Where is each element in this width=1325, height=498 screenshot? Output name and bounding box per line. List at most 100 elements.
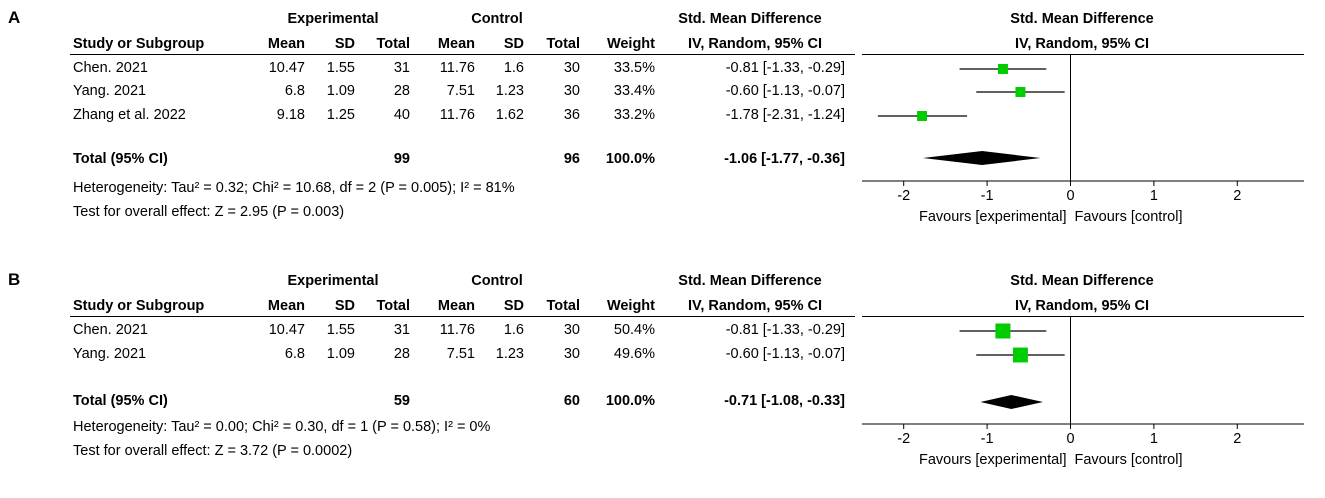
study-square xyxy=(1015,87,1026,97)
panel-label: A xyxy=(8,8,21,27)
plot-method-header: IV, Random, 95% CI xyxy=(1014,298,1150,314)
study-square xyxy=(997,64,1008,74)
column-header-e-sd: SD xyxy=(334,298,355,314)
column-header-e-sd: SD xyxy=(334,36,355,52)
e-sd: 1.09 xyxy=(326,83,355,99)
c-mean: 7.51 xyxy=(446,83,475,99)
heterogeneity-text: Heterogeneity: Tau² = 0.32; Chi² = 10.68… xyxy=(73,180,515,196)
x-tick-label: 1 xyxy=(1150,188,1158,204)
column-header-e-mean: Mean xyxy=(267,298,305,314)
column-header-method: IV, Random, 95% CI xyxy=(687,36,823,52)
header-rule xyxy=(70,54,855,55)
c-sd: 1.6 xyxy=(503,322,524,338)
weight: 33.5% xyxy=(613,60,655,76)
forest-plot-panel-b: B Experimental Control Std. Mean Differe… xyxy=(0,262,1325,498)
study-name: Chen. 2021 xyxy=(73,60,148,76)
favours-left-label: Favours [experimental] xyxy=(919,452,1066,468)
ci-text: -0.81 [-1.33, -0.29] xyxy=(725,60,845,76)
c-mean: 11.76 xyxy=(439,107,475,123)
weight: 33.4% xyxy=(613,83,655,99)
e-mean: 9.18 xyxy=(276,107,305,123)
e-total: 40 xyxy=(393,107,410,123)
forest-plot: -2 -1 0 1 2 Favours [experimental] Favours [co… xyxy=(862,54,1304,225)
column-header-c-sd: SD xyxy=(503,298,524,314)
x-tick-label: -1 xyxy=(981,188,994,204)
e-total: 28 xyxy=(393,346,410,362)
c-total: 30 xyxy=(563,60,580,76)
c-sd: 1.6 xyxy=(503,60,524,76)
plot-method-header: IV, Random, 95% CI xyxy=(1014,36,1150,52)
column-header-c-sd: SD xyxy=(503,36,524,52)
ci-text: -0.60 [-1.13, -0.07] xyxy=(725,346,845,362)
plot-effect-header: Std. Mean Difference xyxy=(1010,11,1154,27)
x-tick-label: 0 xyxy=(1066,188,1074,204)
study-name: Chen. 2021 xyxy=(73,322,148,338)
control-group-header: Control xyxy=(471,273,523,289)
heterogeneity-text: Heterogeneity: Tau² = 0.00; Chi² = 0.30,… xyxy=(73,419,491,435)
c-sd: 1.62 xyxy=(495,107,524,123)
c-sd: 1.23 xyxy=(495,83,524,99)
total-label: Total (95% CI) xyxy=(73,151,168,167)
study-square xyxy=(917,111,928,121)
e-mean: 6.8 xyxy=(284,83,305,99)
study-square xyxy=(995,323,1011,339)
study-name: Yang. 2021 xyxy=(73,83,147,99)
total-ci-text: -0.71 [-1.08, -0.33] xyxy=(724,393,845,409)
favours-right-label: Favours [control] xyxy=(1074,209,1182,225)
e-total: 31 xyxy=(393,60,410,76)
panel-label: B xyxy=(8,270,21,289)
column-header-c-mean: Mean xyxy=(437,298,475,314)
x-tick-label: -1 xyxy=(981,431,994,447)
plot-header-rule xyxy=(862,316,1304,317)
x-tick-label: -2 xyxy=(897,431,910,447)
column-header-c-total: Total xyxy=(546,36,580,52)
effect-header: Std. Mean Difference xyxy=(678,11,822,27)
weight: 50.4% xyxy=(613,322,655,338)
plot-effect-header: Std. Mean Difference xyxy=(1010,273,1154,289)
e-sd: 1.55 xyxy=(326,322,355,338)
forest-plot: -2 -1 0 1 2 Favours [experimental] Favours [co… xyxy=(862,316,1304,468)
column-header-weight: Weight xyxy=(606,298,655,314)
c-mean: 11.76 xyxy=(439,60,475,76)
total-label: Total (95% CI) xyxy=(73,393,168,409)
column-header-e-mean: Mean xyxy=(267,36,305,52)
weight: 33.2% xyxy=(613,107,655,123)
x-tick-label: 2 xyxy=(1233,431,1241,447)
favours-right-label: Favours [control] xyxy=(1074,452,1182,468)
ci-text: -1.78 [-2.31, -1.24] xyxy=(725,107,845,123)
e-mean: 10.47 xyxy=(268,60,305,76)
study-name: Yang. 2021 xyxy=(73,346,147,362)
pooled-diamond xyxy=(980,395,1043,409)
e-sd: 1.09 xyxy=(326,346,355,362)
column-header-c-mean: Mean xyxy=(437,36,475,52)
c-mean: 7.51 xyxy=(446,346,475,362)
e-mean: 6.8 xyxy=(284,346,305,362)
x-tick-label: -2 xyxy=(897,188,910,204)
c-sd: 1.23 xyxy=(495,346,524,362)
forest-plot-panel-a: A Experimental Control Std. Mean Differe… xyxy=(0,0,1325,236)
study-square xyxy=(1013,347,1028,363)
total-weight: 100.0% xyxy=(605,151,655,167)
total-ci-text: -1.06 [-1.77, -0.36] xyxy=(724,151,845,167)
ci-text: -0.81 [-1.33, -0.29] xyxy=(725,322,845,338)
column-header-e-total: Total xyxy=(376,298,410,314)
e-total: 28 xyxy=(393,83,410,99)
effect-header: Std. Mean Difference xyxy=(678,273,822,289)
experimental-group-header: Experimental xyxy=(287,11,379,27)
pooled-diamond xyxy=(922,151,1041,165)
plot-header-rule xyxy=(862,54,1304,55)
favours-left-label: Favours [experimental] xyxy=(919,209,1066,225)
overall-effect-text: Test for overall effect: Z = 3.72 (P = 0… xyxy=(73,443,353,459)
column-header-study: Study or Subgroup xyxy=(73,36,205,52)
overall-effect-text: Test for overall effect: Z = 2.95 (P = 0… xyxy=(73,204,345,220)
e-sd: 1.25 xyxy=(326,107,355,123)
column-header-weight: Weight xyxy=(606,36,655,52)
weight: 49.6% xyxy=(613,346,655,362)
c-mean: 11.76 xyxy=(439,322,475,338)
c-total: 30 xyxy=(563,83,580,99)
c-total: 30 xyxy=(563,346,580,362)
e-sd: 1.55 xyxy=(326,60,355,76)
study-name: Zhang et al. 2022 xyxy=(73,107,186,123)
e-mean: 10.47 xyxy=(268,322,305,338)
column-header-method: IV, Random, 95% CI xyxy=(687,298,823,314)
